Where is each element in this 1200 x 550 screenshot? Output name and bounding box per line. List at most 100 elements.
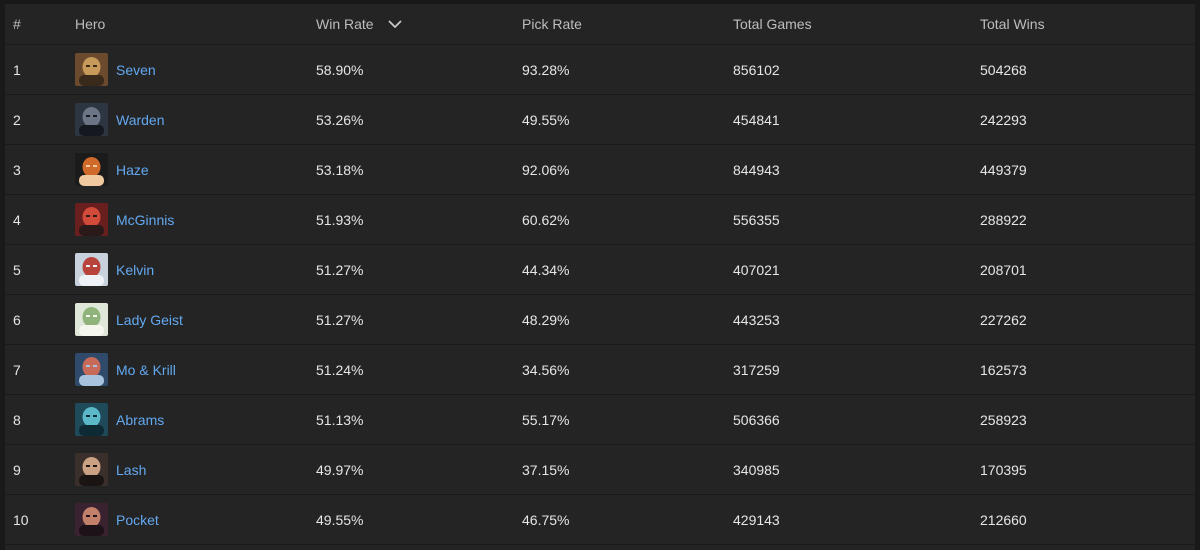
win-rate-cell: 51.27%: [316, 311, 364, 328]
table-row[interactable]: 2 Warden 53.26% 49.55% 454841 242293: [5, 95, 1195, 145]
total-wins-cell: 208701: [980, 261, 1027, 278]
hero-name-link[interactable]: Seven: [116, 61, 156, 78]
hero-cell: Mo & Krill: [75, 345, 176, 394]
total-games-cell: 454841: [733, 111, 780, 128]
total-games-cell: 443253: [733, 311, 780, 328]
total-wins-cell: 162573: [980, 361, 1027, 378]
header-rank[interactable]: #: [13, 16, 21, 32]
table-row[interactable]: 7 Mo & Krill 51.24% 34.56% 317259 162573: [5, 345, 1195, 395]
chevron-down-icon[interactable]: [388, 20, 402, 29]
pick-rate-cell: 37.15%: [522, 461, 570, 478]
total-wins-cell: 242293: [980, 111, 1027, 128]
hero-name-link[interactable]: Mo & Krill: [116, 361, 176, 378]
hero-name-link[interactable]: Abrams: [116, 411, 165, 428]
hero-portrait-icon[interactable]: [75, 403, 108, 436]
hero-cell: Seven: [75, 45, 156, 94]
rank-cell: 2: [13, 111, 21, 128]
hero-portrait-icon[interactable]: [75, 103, 108, 136]
table-row[interactable]: 9 Lash 49.97% 37.15% 340985 170395: [5, 445, 1195, 495]
total-wins-cell: 170395: [980, 461, 1027, 478]
table-row[interactable]: 1 Seven 58.90% 93.28% 856102 504268: [5, 45, 1195, 95]
total-wins-cell: 504268: [980, 61, 1027, 78]
pick-rate-cell: 48.29%: [522, 311, 570, 328]
hero-cell: Haze: [75, 145, 149, 194]
header-total-wins[interactable]: Total Wins: [980, 16, 1045, 32]
table-body: 1 Seven 58.90% 93.28% 856102 504268 2 Warden 5…: [5, 45, 1195, 545]
hero-portrait-icon[interactable]: [75, 453, 108, 486]
total-wins-cell: 212660: [980, 511, 1027, 528]
hero-cell: Kelvin: [75, 245, 154, 294]
win-rate-cell: 58.90%: [316, 61, 364, 78]
win-rate-cell: 49.55%: [316, 511, 364, 528]
rank-cell: 3: [13, 161, 21, 178]
total-games-cell: 317259: [733, 361, 780, 378]
win-rate-cell: 51.24%: [316, 361, 364, 378]
win-rate-cell: 51.27%: [316, 261, 364, 278]
table-row[interactable]: 5 Kelvin 51.27% 44.34% 407021 208701: [5, 245, 1195, 295]
hero-name-link[interactable]: Warden: [116, 111, 165, 128]
rank-cell: 9: [13, 461, 21, 478]
win-rate-cell: 49.97%: [316, 461, 364, 478]
total-wins-cell: 449379: [980, 161, 1027, 178]
hero-name-link[interactable]: Lady Geist: [116, 311, 183, 328]
win-rate-cell: 53.18%: [316, 161, 364, 178]
total-wins-cell: 227262: [980, 311, 1027, 328]
hero-cell: Pocket: [75, 495, 159, 544]
rank-cell: 7: [13, 361, 21, 378]
total-games-cell: 429143: [733, 511, 780, 528]
rank-cell: 1: [13, 61, 21, 78]
hero-name-link[interactable]: McGinnis: [116, 211, 175, 228]
table-row[interactable]: 8 Abrams 51.13% 55.17% 506366 258923: [5, 395, 1195, 445]
rank-cell: 4: [13, 211, 21, 228]
pick-rate-cell: 44.34%: [522, 261, 570, 278]
header-win-rate[interactable]: Win Rate: [316, 4, 402, 44]
hero-portrait-icon[interactable]: [75, 253, 108, 286]
hero-portrait-icon[interactable]: [75, 53, 108, 86]
rank-cell: 5: [13, 261, 21, 278]
total-games-cell: 506366: [733, 411, 780, 428]
hero-name-link[interactable]: Haze: [116, 161, 149, 178]
win-rate-cell: 51.93%: [316, 211, 364, 228]
table-header: # Hero Win Rate Pick Rate Total Games To…: [5, 4, 1195, 45]
header-total-games[interactable]: Total Games: [733, 16, 812, 32]
hero-cell: Warden: [75, 95, 165, 144]
total-games-cell: 844943: [733, 161, 780, 178]
pick-rate-cell: 34.56%: [522, 361, 570, 378]
header-hero[interactable]: Hero: [75, 16, 106, 32]
hero-portrait-icon[interactable]: [75, 203, 108, 236]
pick-rate-cell: 49.55%: [522, 111, 570, 128]
hero-cell: McGinnis: [75, 195, 174, 244]
hero-cell: Abrams: [75, 395, 164, 444]
hero-portrait-icon[interactable]: [75, 503, 108, 536]
hero-cell: Lady Geist: [75, 295, 183, 344]
pick-rate-cell: 46.75%: [522, 511, 570, 528]
table-row[interactable]: 10 Pocket 49.55% 46.75% 429143 212660: [5, 495, 1195, 545]
pick-rate-cell: 93.28%: [522, 61, 570, 78]
hero-portrait-icon[interactable]: [75, 303, 108, 336]
table-row[interactable]: 4 McGinnis 51.93% 60.62% 556355 288922: [5, 195, 1195, 245]
win-rate-cell: 51.13%: [316, 411, 364, 428]
hero-cell: Lash: [75, 445, 146, 494]
win-rate-cell: 53.26%: [316, 111, 364, 128]
table-row[interactable]: 3 Haze 53.18% 92.06% 844943 449379: [5, 145, 1195, 195]
hero-portrait-icon[interactable]: [75, 153, 108, 186]
hero-name-link[interactable]: Lash: [116, 461, 147, 478]
rank-cell: 10: [13, 511, 29, 528]
hero-name-link[interactable]: Pocket: [116, 511, 159, 528]
hero-portrait-icon[interactable]: [75, 353, 108, 386]
total-games-cell: 407021: [733, 261, 780, 278]
total-wins-cell: 258923: [980, 411, 1027, 428]
hero-stats-table: # Hero Win Rate Pick Rate Total Games To…: [5, 4, 1195, 550]
rank-cell: 6: [13, 311, 21, 328]
header-win-rate-label: Win Rate: [316, 16, 374, 32]
pick-rate-cell: 60.62%: [522, 211, 570, 228]
total-games-cell: 340985: [733, 461, 780, 478]
hero-name-link[interactable]: Kelvin: [116, 261, 155, 278]
total-games-cell: 856102: [733, 61, 780, 78]
header-pick-rate[interactable]: Pick Rate: [522, 16, 582, 32]
pick-rate-cell: 55.17%: [522, 411, 570, 428]
total-games-cell: 556355: [733, 211, 780, 228]
table-row[interactable]: 6 Lady Geist 51.27% 48.29% 443253 227262: [5, 295, 1195, 345]
pick-rate-cell: 92.06%: [522, 161, 570, 178]
total-wins-cell: 288922: [980, 211, 1027, 228]
